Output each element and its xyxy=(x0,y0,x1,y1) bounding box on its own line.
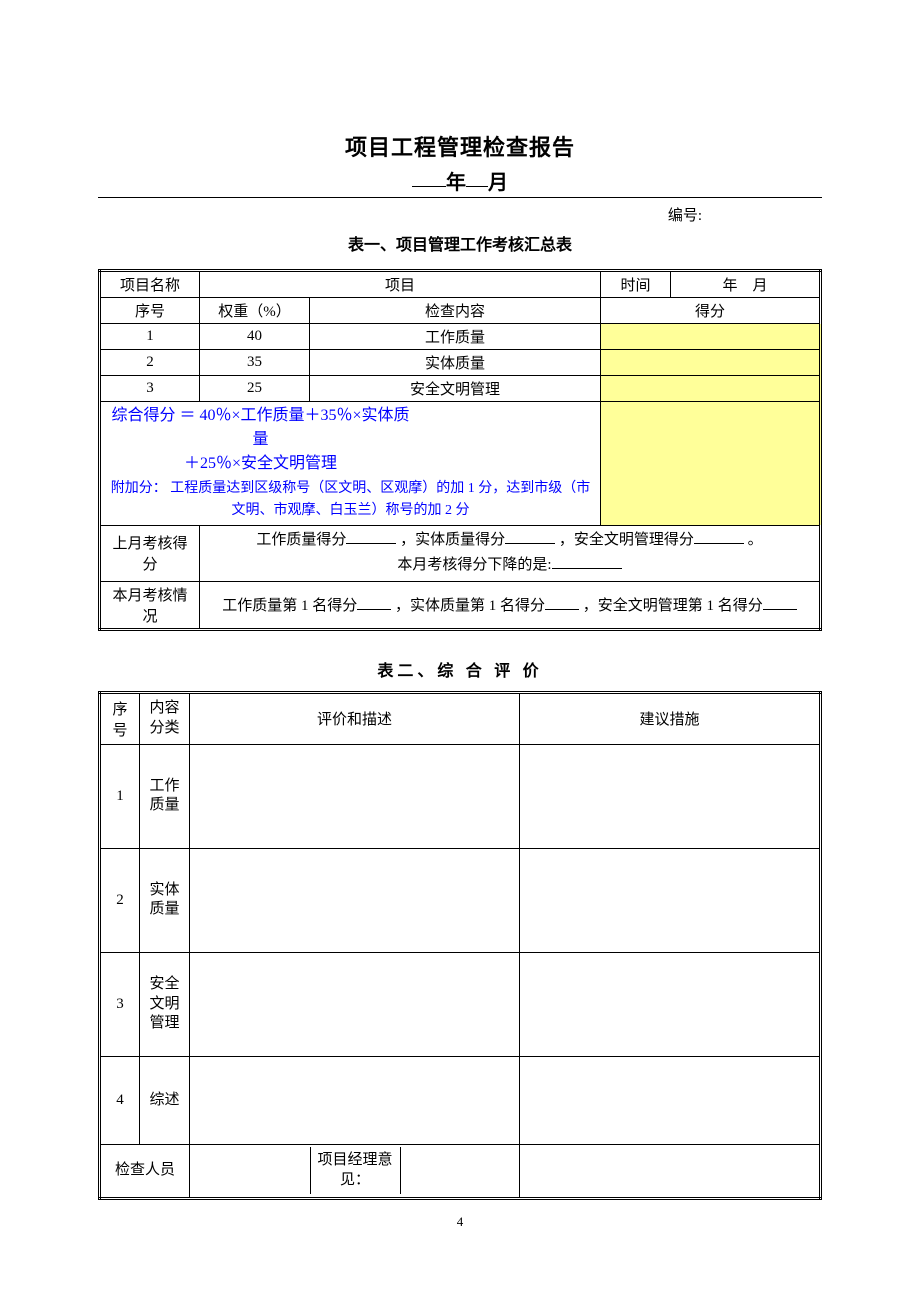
report-title: 项目工程管理检查报告 xyxy=(98,130,822,162)
blank-underline xyxy=(694,529,744,544)
table-row: 项目名称 项目 时间 年 月 xyxy=(100,271,821,298)
cell-no: 4 xyxy=(100,1056,140,1144)
current-month-label: 本月考核情况 xyxy=(100,581,200,629)
cell-eval xyxy=(190,848,520,952)
cell-suggest xyxy=(520,848,821,952)
cell-suggest xyxy=(520,952,821,1056)
blank-underline xyxy=(545,595,579,610)
cell-score-header: 得分 xyxy=(601,298,821,324)
inspector-value xyxy=(190,1147,310,1194)
cell-score-input xyxy=(601,350,821,376)
cell-no: 1 xyxy=(100,324,200,350)
inspector-label: 检查人员 xyxy=(100,1144,190,1198)
cell-no: 2 xyxy=(100,848,140,952)
cell-seq-header: 序号 xyxy=(100,298,200,324)
cell-score-input xyxy=(601,324,821,350)
table-row: 3 25 安全文明管理 xyxy=(100,376,821,402)
table-row: 2 实体质量 xyxy=(100,848,821,952)
formula-row: 综合得分 ＝ 40％×工作质量＋35％×实体质量 ＋25％×安全文明管理 附加分… xyxy=(100,402,821,526)
page-number: 4 xyxy=(98,1214,822,1230)
text-segment: ，实体质量得分 xyxy=(400,532,505,548)
composite-score-cell xyxy=(601,402,821,526)
month-label: 月 xyxy=(488,172,508,194)
cell-content-header: 检查内容 xyxy=(310,298,601,324)
pm-opinion-value xyxy=(400,1147,519,1194)
prev-month-content: 工作质量得分 ，实体质量得分 ，安全文明管理得分 。 本月考核得分下降的是: xyxy=(200,525,821,581)
formula-line2: ＋25％×安全文明管理 xyxy=(107,452,594,476)
serial-number-label: 编号: xyxy=(98,204,822,225)
cell-weight: 35 xyxy=(200,350,310,376)
cell-suggest xyxy=(520,1056,821,1144)
table-row: 1 40 工作质量 xyxy=(100,324,821,350)
text-segment: ，实体质量第 1 名得分 xyxy=(395,598,545,614)
formula-line1: 综合得分 ＝ 40％×工作质量＋35％×实体质量 xyxy=(107,404,594,452)
text-segment: ，安全文明管理第 1 名得分 xyxy=(583,598,763,614)
blank-underline xyxy=(552,554,622,569)
table-header-row: 序号 内容分类 评价和描述 建议措施 xyxy=(100,692,821,744)
blank-underline xyxy=(357,595,391,610)
evaluation-table: 序号 内容分类 评价和描述 建议措施 1 工作质量 2 实体质量 3 安全文明管… xyxy=(98,691,822,1200)
report-date-line: 年月 xyxy=(98,166,822,198)
cell-category: 工作质量 xyxy=(140,744,190,848)
cell-weight: 25 xyxy=(200,376,310,402)
table-row: 序号 权重（%） 检查内容 得分 xyxy=(100,298,821,324)
cell-eval xyxy=(190,952,520,1056)
text-segment: 工作质量第 1 名得分 xyxy=(222,598,357,614)
inspector-pm-cell: 项目经理意见： xyxy=(190,1144,520,1198)
current-month-content: 工作质量第 1 名得分 ，实体质量第 1 名得分 ，安全文明管理第 1 名得分 xyxy=(200,581,821,629)
cell-eval xyxy=(190,744,520,848)
cell-time-value: 年 月 xyxy=(671,271,821,298)
assessment-summary-table: 项目名称 项目 时间 年 月 序号 权重（%） 检查内容 得分 1 40 工作质… xyxy=(98,269,822,631)
footer-row: 检查人员 项目经理意见： xyxy=(100,1144,821,1198)
cell-no: 2 xyxy=(100,350,200,376)
cell-item: 安全文明管理 xyxy=(310,376,601,402)
formula-note: 附加分： 工程质量达到区级称号（区文明、区观摩）的加 1 分，达到市级（市文明、… xyxy=(107,478,594,523)
table-row: 3 安全文明管理 xyxy=(100,952,821,1056)
col-seq: 序号 xyxy=(100,692,140,744)
cell-eval xyxy=(190,1056,520,1144)
cell-time-label: 时间 xyxy=(601,271,671,298)
month-blank xyxy=(466,167,488,187)
text-segment: ，安全文明管理得分 xyxy=(559,532,694,548)
prev-month-label: 上月考核得分 xyxy=(100,525,200,581)
pm-opinion-label: 项目经理意见： xyxy=(310,1147,400,1194)
text-segment: 工作质量得分 xyxy=(256,532,346,548)
blank-underline xyxy=(505,529,555,544)
cell-category: 综述 xyxy=(140,1056,190,1144)
col-suggestion: 建议措施 xyxy=(520,692,821,744)
footer-blank xyxy=(520,1144,821,1198)
year-label: 年 xyxy=(446,172,466,194)
cell-item: 工作质量 xyxy=(310,324,601,350)
formula-cell: 综合得分 ＝ 40％×工作质量＋35％×实体质量 ＋25％×安全文明管理 附加分… xyxy=(100,402,601,526)
table-row: 1 工作质量 xyxy=(100,744,821,848)
text-segment: 。 xyxy=(748,532,763,548)
blank-underline xyxy=(763,595,797,610)
cell-weight: 40 xyxy=(200,324,310,350)
cell-score-input xyxy=(601,376,821,402)
cell-suggest xyxy=(520,744,821,848)
blank-underline xyxy=(346,529,396,544)
col-evaluation: 评价和描述 xyxy=(190,692,520,744)
document-page: 项目工程管理检查报告 年月 编号: 表一、项目管理工作考核汇总表 项目名称 项目… xyxy=(0,0,920,1270)
cell-project-name-label: 项目名称 xyxy=(100,271,200,298)
table2-title: 表二、综 合 评 价 xyxy=(98,657,822,681)
year-blank xyxy=(412,167,446,187)
cell-category: 安全文明管理 xyxy=(140,952,190,1056)
cell-weight-header: 权重（%） xyxy=(200,298,310,324)
current-month-row: 本月考核情况 工作质量第 1 名得分 ，实体质量第 1 名得分 ，安全文明管理第… xyxy=(100,581,821,629)
text-segment: 本月考核得分下降的是: xyxy=(397,557,551,573)
table1-title: 表一、项目管理工作考核汇总表 xyxy=(98,231,822,255)
cell-no: 1 xyxy=(100,744,140,848)
table-row: 4 综述 xyxy=(100,1056,821,1144)
cell-no: 3 xyxy=(100,376,200,402)
prev-month-row: 上月考核得分 工作质量得分 ，实体质量得分 ，安全文明管理得分 。 本月考核得分… xyxy=(100,525,821,581)
table-row: 2 35 实体质量 xyxy=(100,350,821,376)
cell-project-value: 项目 xyxy=(200,271,601,298)
cell-item: 实体质量 xyxy=(310,350,601,376)
header-text: 内容分类 xyxy=(149,700,179,736)
cell-no: 3 xyxy=(100,952,140,1056)
col-category: 内容分类 xyxy=(140,692,190,744)
header-text: 序号 xyxy=(112,702,127,739)
cell-category: 实体质量 xyxy=(140,848,190,952)
